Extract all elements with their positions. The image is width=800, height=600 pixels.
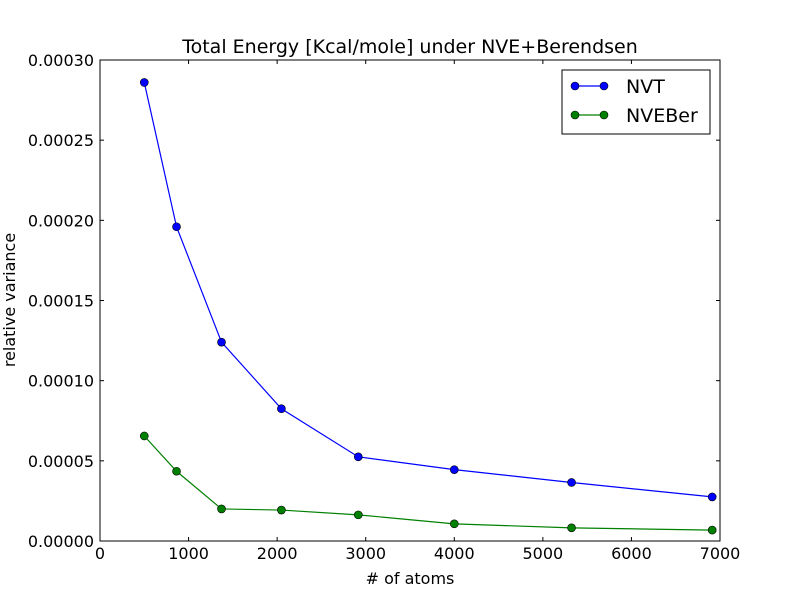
legend-box bbox=[561, 69, 711, 135]
ticks-layer: 0 1000 2000 3000 4000 5000 6000 7000 0.00000 0.00… bbox=[28, 51, 741, 563]
legend-marker-nveber bbox=[570, 110, 580, 120]
data-point-nveber bbox=[277, 505, 286, 515]
y-tick-label: 0.00010 bbox=[28, 372, 94, 391]
x-tick-label: 3000 bbox=[345, 544, 386, 563]
series-layer bbox=[139, 78, 717, 535]
x-tick-label: 5000 bbox=[522, 544, 563, 563]
legend: NVT NVEBer bbox=[561, 69, 711, 135]
data-point-nvt bbox=[707, 492, 717, 502]
data-point-nveber bbox=[567, 523, 576, 533]
x-tick-label: 4000 bbox=[434, 544, 475, 563]
series-line-nvt bbox=[143, 82, 713, 498]
legend-marker-nvt bbox=[570, 81, 580, 91]
data-point-nvt bbox=[567, 478, 576, 487]
data-point-nveber bbox=[353, 510, 363, 520]
legend-marker-nveber bbox=[599, 110, 609, 120]
data-point-nvt bbox=[217, 337, 226, 347]
x-tick-label: 2000 bbox=[257, 544, 298, 563]
legend-label-nveber: NVEBer bbox=[626, 105, 698, 127]
legend-marker-nvt bbox=[599, 81, 609, 91]
series-line-nveber bbox=[143, 435, 713, 531]
plot-frame bbox=[99, 59, 721, 542]
y-tick-label: 0.00005 bbox=[28, 452, 94, 471]
x-tick-label: 1000 bbox=[168, 544, 209, 563]
data-point-nvt bbox=[172, 222, 181, 232]
x-tick-label: 6000 bbox=[611, 544, 652, 563]
y-tick-label: 0.00015 bbox=[28, 292, 94, 311]
y-axis-label: relative variance bbox=[0, 233, 19, 367]
data-point-nveber bbox=[449, 519, 459, 529]
data-point-nvt bbox=[449, 465, 459, 474]
data-point-nvt bbox=[139, 78, 149, 87]
data-point-nvt bbox=[353, 452, 363, 462]
data-point-nveber bbox=[707, 525, 717, 535]
y-tick-label: 0.00030 bbox=[28, 51, 94, 70]
x-tick-label: 0 bbox=[95, 544, 105, 563]
data-point-nveber bbox=[172, 466, 181, 476]
y-tick-label: 0.00000 bbox=[28, 532, 94, 551]
data-point-nveber bbox=[139, 431, 149, 441]
data-point-nveber bbox=[217, 504, 226, 514]
x-tick-label: 7000 bbox=[700, 544, 741, 563]
legend-label-nvt: NVT bbox=[626, 76, 665, 98]
chart-title: Total Energy [Kcal/mole] under NVE+Beren… bbox=[181, 36, 638, 58]
data-point-nvt bbox=[277, 404, 286, 414]
y-tick-label: 0.00025 bbox=[28, 131, 94, 150]
x-axis-label: # of atoms bbox=[366, 569, 455, 588]
y-tick-label: 0.00020 bbox=[28, 211, 94, 230]
